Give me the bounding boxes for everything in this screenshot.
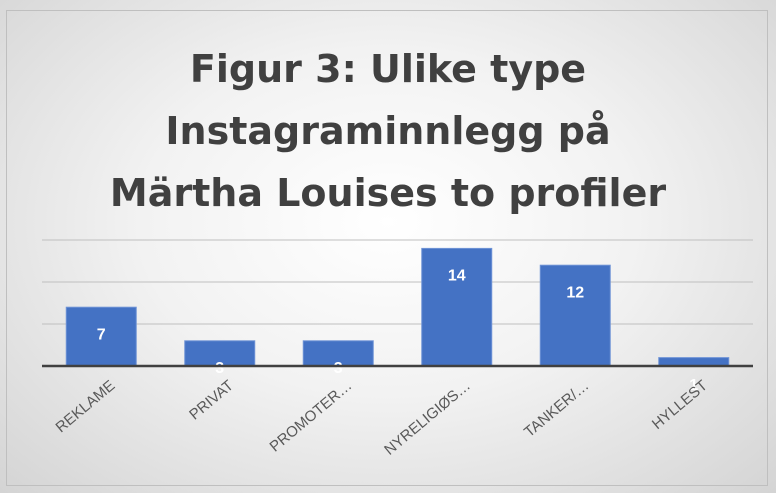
x-tick-label: NYRELIGIØS… xyxy=(381,377,474,459)
data-label: 14 xyxy=(448,268,466,285)
data-label: 3 xyxy=(334,360,343,377)
data-label: 7 xyxy=(97,326,106,343)
bar xyxy=(302,340,374,367)
data-label: 1 xyxy=(689,377,698,394)
bar xyxy=(421,247,493,367)
bar xyxy=(658,357,730,367)
chart-title: Figur 3: Ulike type Instagraminnlegg på … xyxy=(109,47,667,215)
x-tick-label: PRIVAT xyxy=(186,377,237,423)
bar xyxy=(65,306,137,367)
x-tick-label: TANKER/… xyxy=(521,377,592,441)
x-tick-label: REKLAME xyxy=(53,377,119,436)
x-tick-label: PROMOTER… xyxy=(267,377,356,455)
x-tick-label: HYLLEST xyxy=(649,377,711,433)
bar xyxy=(539,264,611,367)
chart-frame xyxy=(6,10,768,486)
data-label: 12 xyxy=(566,284,584,301)
data-label: 3 xyxy=(215,360,224,377)
